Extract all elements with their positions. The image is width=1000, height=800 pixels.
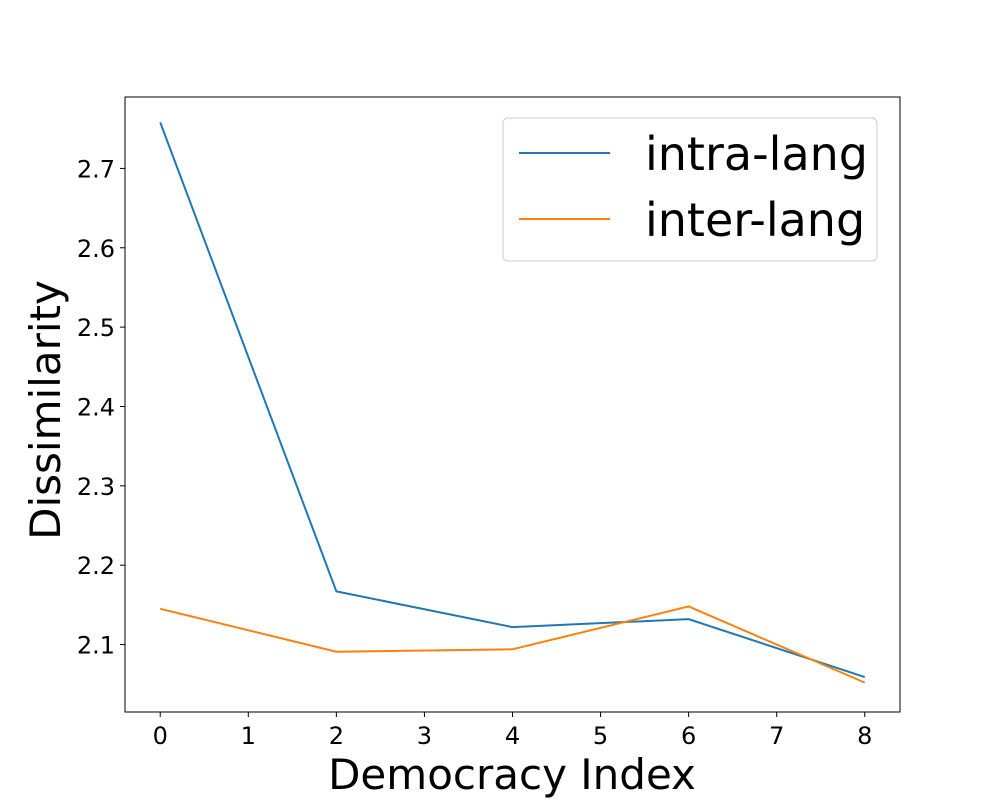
legend-label-intra-lang: intra-lang (645, 127, 868, 181)
x-tick-label: 8 (857, 722, 872, 750)
x-axis-ticks: 0 1 2 3 4 5 6 7 8 (153, 712, 872, 750)
x-tick-label: 6 (681, 722, 696, 750)
series-line-inter-lang (159, 605, 866, 684)
y-tick-label: 2.7 (77, 155, 115, 183)
legend-label-inter-lang: inter-lang (645, 193, 865, 247)
y-tick-label: 2.2 (77, 552, 115, 580)
y-tick-label: 2.1 (77, 632, 115, 660)
y-tick-label: 2.6 (77, 235, 115, 263)
x-tick-label: 2 (329, 722, 344, 750)
y-tick-label: 2.4 (77, 393, 115, 421)
plot-lines (159, 122, 866, 684)
y-axis-ticks: 2.1 2.2 2.3 2.4 2.5 2.6 2.7 (77, 155, 125, 660)
x-axis-title: Democracy Index (328, 750, 696, 799)
legend: intra-lang inter-lang (502, 117, 878, 262)
x-tick-label: 5 (593, 722, 608, 750)
y-axis-title: Dissimilarity (21, 280, 70, 540)
x-tick-label: 4 (505, 722, 520, 750)
series-line-intra-lang (159, 122, 866, 679)
x-tick-label: 1 (241, 722, 256, 750)
y-tick-label: 2.3 (77, 473, 115, 501)
x-tick-label: 0 (153, 722, 168, 750)
x-tick-label: 7 (769, 722, 784, 750)
x-tick-label: 3 (417, 722, 432, 750)
y-tick-label: 2.5 (77, 314, 115, 342)
